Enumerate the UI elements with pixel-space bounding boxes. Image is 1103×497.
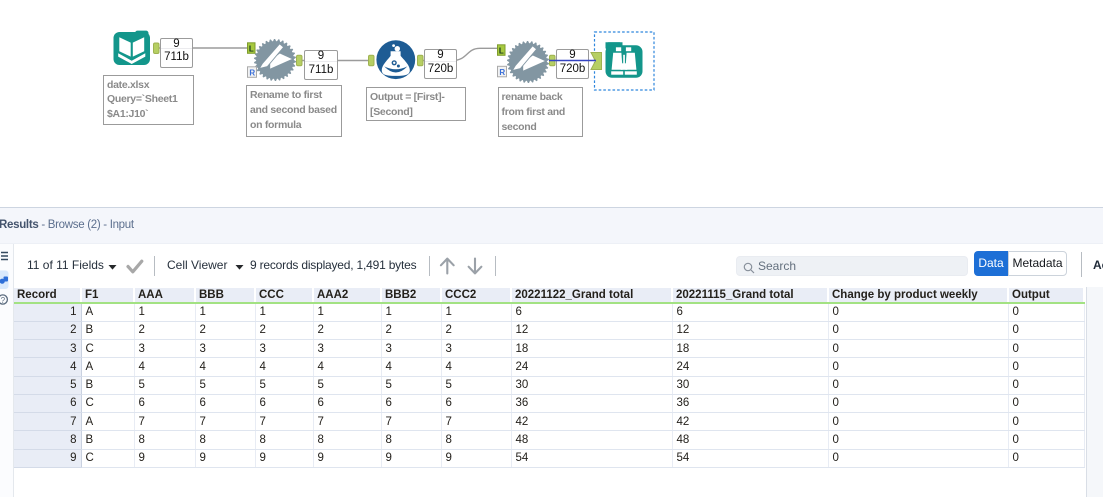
svg-text:L: L xyxy=(249,44,254,53)
svg-text:?: ? xyxy=(1,296,6,305)
svg-text:L: L xyxy=(499,46,504,55)
svg-text:R: R xyxy=(499,68,505,77)
svg-text:R: R xyxy=(249,68,255,77)
